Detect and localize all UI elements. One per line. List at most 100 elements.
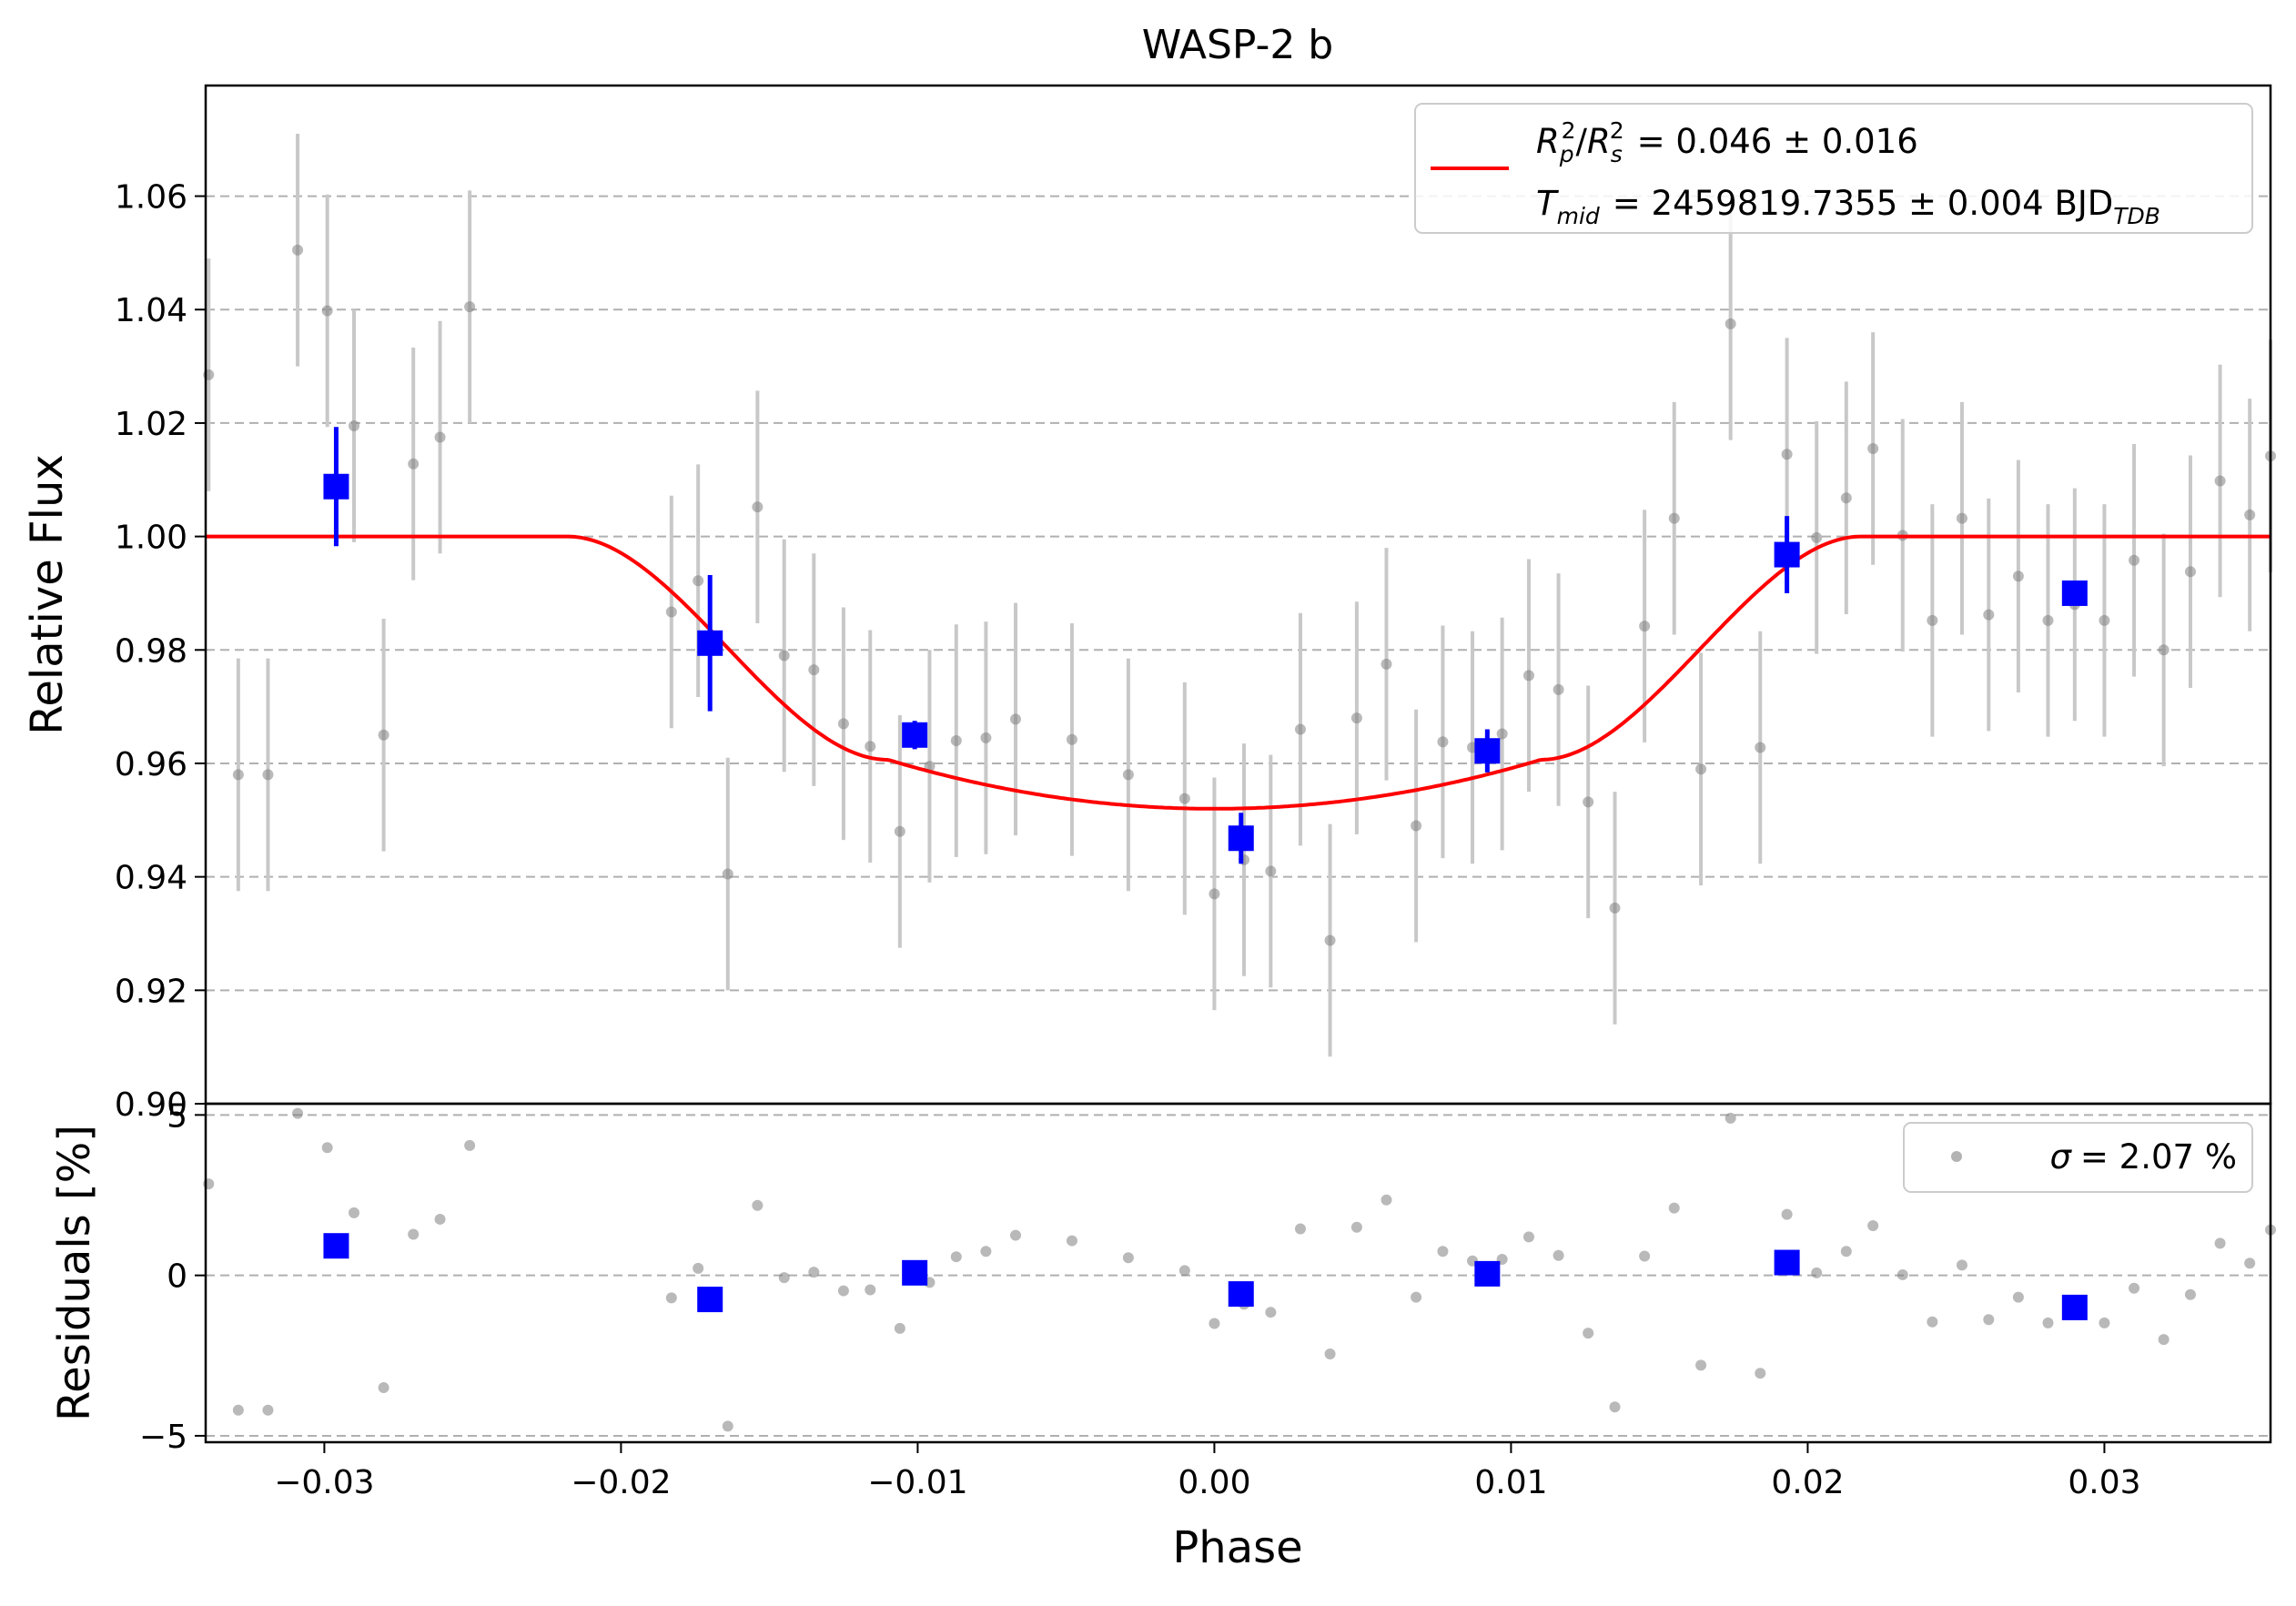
raw-residual-point xyxy=(1927,1316,1938,1328)
x-tick-label: −0.01 xyxy=(867,1464,967,1501)
legend-sigma-label: σ = 2.07 % xyxy=(2049,1137,2237,1177)
raw-residual-point xyxy=(232,1404,244,1416)
top-y-tick-label: 1.00 xyxy=(115,520,187,557)
raw-flux-point xyxy=(292,244,304,256)
raw-residual-point xyxy=(1294,1223,1306,1235)
raw-flux-point xyxy=(778,650,790,662)
bottom-axes-frame xyxy=(204,1102,2272,1444)
raw-residual-point xyxy=(434,1213,446,1225)
raw-residual-point xyxy=(1066,1235,1077,1247)
raw-flux-point xyxy=(1553,683,1564,695)
top-y-tick-label: 1.02 xyxy=(115,406,187,443)
raw-residual-point xyxy=(1956,1259,1967,1271)
raw-flux-point xyxy=(1066,733,1077,745)
binned-residual-point xyxy=(1774,1249,1800,1276)
x-tick-label: −0.02 xyxy=(571,1464,671,1501)
raw-residual-point xyxy=(292,1107,304,1119)
raw-residual-point xyxy=(950,1251,962,1263)
binned-residual-point xyxy=(1228,1281,1254,1308)
top-y-tick-label: 0.92 xyxy=(115,973,187,1010)
raw-residual-point xyxy=(665,1292,677,1304)
raw-residual-point xyxy=(2214,1237,2226,1249)
raw-residual-point xyxy=(693,1262,704,1274)
raw-residual-point xyxy=(1522,1231,1534,1243)
top-y-tick-label: 0.90 xyxy=(115,1086,187,1124)
raw-flux-point xyxy=(1840,492,1852,504)
raw-residual-point xyxy=(2012,1291,2024,1303)
raw-flux-point xyxy=(2129,554,2140,566)
raw-flux-point xyxy=(980,732,992,743)
raw-residual-point xyxy=(1811,1267,1823,1278)
raw-flux-point xyxy=(1927,614,1938,626)
raw-flux-point xyxy=(1609,902,1621,914)
raw-residual-point xyxy=(2158,1334,2170,1346)
raw-residual-point xyxy=(2244,1258,2256,1269)
transit-model-line xyxy=(206,534,2271,811)
raw-residual-point xyxy=(1411,1291,1422,1303)
raw-residual-point xyxy=(1867,1219,1879,1231)
raw-flux-point xyxy=(865,741,876,752)
raw-flux-point xyxy=(464,301,476,313)
raw-flux-point xyxy=(434,431,446,443)
top-y-tick-label: 0.96 xyxy=(115,746,187,783)
x-tick-label: 0.01 xyxy=(1474,1464,1547,1501)
raw-flux-point xyxy=(808,664,820,676)
raw-flux-point xyxy=(349,420,360,432)
raw-residual-point xyxy=(2099,1317,2110,1328)
top-panel: 0.90 0.92 0.94 0.96 0.98 1.00 1.02 1.04 1.06 Rp2… xyxy=(22,84,2276,1124)
chart-title: WASP-2 b xyxy=(1142,22,1333,68)
raw-flux-point xyxy=(1209,888,1220,900)
raw-residual-point xyxy=(262,1404,274,1416)
binned-flux-point xyxy=(1228,825,1254,852)
binned-flux-point xyxy=(2061,580,2088,606)
top-y-axis-label: Relative Flux xyxy=(22,454,73,735)
raw-residual-point xyxy=(1122,1252,1134,1264)
raw-flux-point xyxy=(1294,723,1306,735)
raw-residual-point xyxy=(865,1284,876,1296)
top-y-tick-label: 1.06 xyxy=(115,179,187,217)
raw-residual-point xyxy=(722,1420,733,1432)
raw-residual-point xyxy=(2184,1288,2196,1300)
bottom-legend: σ = 2.07 % xyxy=(1903,1122,2253,1193)
top-y-ticks: 0.90 0.92 0.94 0.96 0.98 1.00 1.02 1.04 1.06 xyxy=(115,179,206,1124)
raw-flux-point xyxy=(1265,865,1277,877)
raw-residual-point xyxy=(1983,1314,1995,1326)
legend-depth-label: Rp2/Rs2 = 0.046 ± 0.016 xyxy=(1536,117,1918,167)
raw-flux-point xyxy=(1781,449,1793,460)
raw-flux-point xyxy=(1522,670,1534,682)
binned-flux-point xyxy=(697,630,723,656)
raw-flux-point xyxy=(2012,571,2024,582)
raw-flux-point xyxy=(693,575,704,587)
raw-residual-point xyxy=(1324,1348,1336,1360)
raw-flux-point xyxy=(1411,820,1422,832)
raw-residual-point xyxy=(808,1267,820,1278)
x-tick-label: −0.03 xyxy=(274,1464,374,1501)
raw-residual-point xyxy=(321,1142,333,1154)
raw-residual-point xyxy=(408,1228,420,1240)
x-tick-label: 0.00 xyxy=(1178,1464,1250,1501)
top-binned-points xyxy=(323,427,2088,864)
top-legend-box xyxy=(1414,103,2253,234)
raw-flux-point xyxy=(1122,769,1134,781)
raw-residual-point xyxy=(1437,1246,1449,1258)
raw-residual-point xyxy=(1781,1208,1793,1220)
raw-flux-point xyxy=(665,606,677,618)
raw-flux-point xyxy=(1983,609,1995,621)
raw-residual-point xyxy=(1896,1268,1908,1280)
raw-flux-point xyxy=(1639,621,1651,632)
binned-flux-point xyxy=(1774,541,1800,568)
top-y-tick-label: 0.94 xyxy=(115,860,187,897)
raw-flux-point xyxy=(1437,736,1449,748)
bottom-y-tick-label: 5 xyxy=(167,1097,187,1135)
raw-residual-point xyxy=(349,1207,360,1218)
raw-residual-point xyxy=(464,1139,476,1151)
raw-residual-point xyxy=(1350,1221,1362,1233)
raw-residual-point xyxy=(980,1246,992,1258)
raw-flux-point xyxy=(837,718,849,730)
binned-flux-point xyxy=(902,722,928,748)
raw-residual-point xyxy=(1725,1112,1736,1124)
raw-residual-point xyxy=(378,1382,389,1394)
binned-residual-point xyxy=(697,1287,723,1313)
